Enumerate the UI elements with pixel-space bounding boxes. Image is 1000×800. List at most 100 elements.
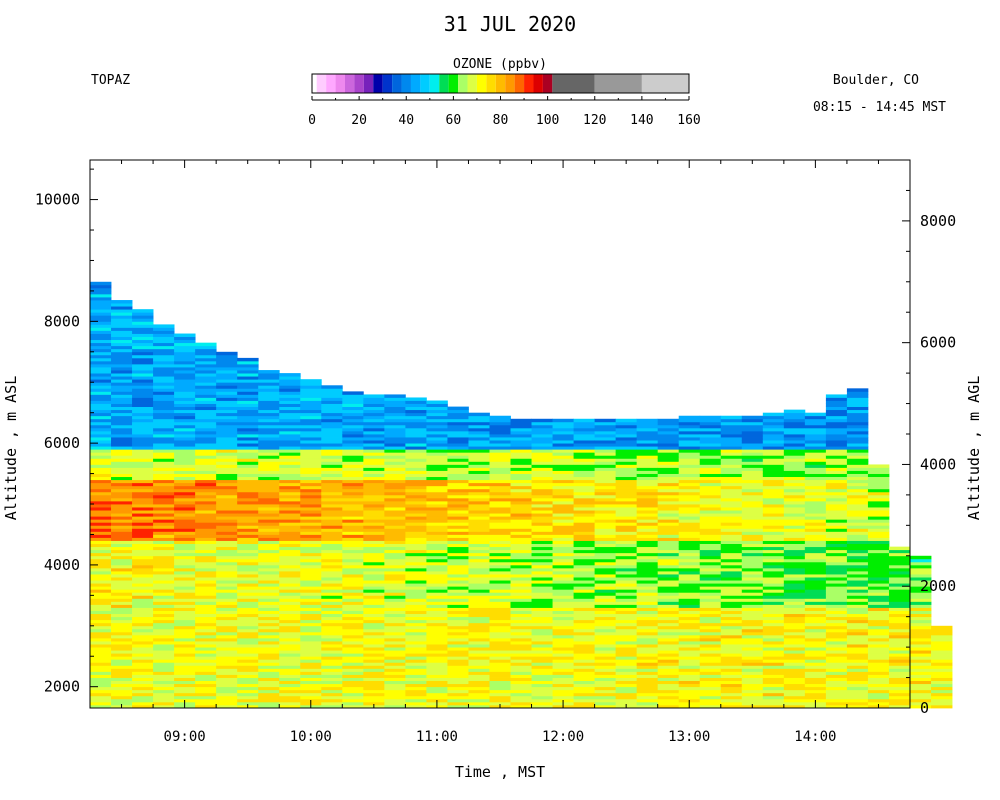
ozone-cell [783, 659, 806, 663]
ozone-cell [321, 424, 343, 429]
ozone-cell [741, 470, 764, 474]
ozone-cell [216, 494, 238, 499]
ozone-cell [573, 665, 596, 669]
ozone-cell [447, 659, 469, 663]
ozone-cell [258, 455, 280, 459]
ozone-cell [321, 577, 343, 581]
ozone-cell [699, 689, 722, 694]
ozone-cell [867, 519, 890, 523]
ozone-cell [678, 418, 701, 423]
ozone-cell [342, 531, 364, 535]
ozone-cell [678, 427, 701, 432]
ozone-cell [426, 510, 448, 514]
ozone-cell [468, 598, 490, 602]
ozone-cell [384, 607, 406, 611]
ozone-cell [846, 488, 869, 493]
ozone-cell [258, 470, 280, 474]
ozone-cell [258, 659, 280, 663]
ozone-cell [699, 677, 722, 681]
ozone-cell [846, 388, 869, 392]
ozone-cell [90, 476, 112, 481]
ozone-cell [699, 528, 722, 532]
ozone-cell [867, 571, 890, 575]
ozone-cell [699, 458, 722, 462]
ozone-cell [237, 616, 259, 621]
ozone-cell [804, 659, 827, 663]
ozone-cell [867, 525, 890, 529]
ozone-cell [447, 613, 469, 618]
ozone-cell [132, 367, 154, 371]
ozone-cell [573, 424, 596, 429]
ozone-cell [594, 665, 617, 669]
ozone-cell [615, 641, 638, 645]
ozone-cell [279, 686, 301, 691]
ozone-cell [615, 683, 638, 688]
ozone-cell [867, 567, 890, 572]
ozone-cell [174, 470, 196, 474]
ozone-cell [342, 391, 364, 395]
ozone-cell [867, 604, 890, 608]
ozone-cell [363, 546, 385, 551]
ozone-cell [174, 537, 196, 541]
ozone-cell [762, 434, 785, 438]
y-right-tick-label: 4000 [920, 455, 956, 473]
ozone-cell [153, 464, 175, 468]
ozone-cell [615, 689, 638, 694]
ozone-cell [931, 683, 953, 688]
ozone-cell [279, 461, 301, 465]
ozone-cell [804, 634, 827, 639]
ozone-cell [153, 446, 175, 450]
ozone-cell [678, 641, 701, 645]
ozone-cell [825, 488, 848, 493]
ozone-cell [573, 488, 596, 493]
ozone-cell [195, 485, 217, 490]
ozone-cell [237, 418, 259, 423]
ozone-cell [405, 406, 427, 411]
ozone-cell [237, 574, 259, 578]
ozone-cell [363, 476, 385, 481]
ozone-cell [405, 446, 427, 450]
ozone-cell [846, 525, 869, 529]
ozone-cell [90, 534, 112, 538]
ozone-cell [699, 543, 722, 548]
ozone-cell [615, 674, 638, 678]
ozone-cell [804, 683, 827, 688]
ozone-cell [657, 631, 680, 636]
ozone-cell [636, 497, 659, 502]
ozone-cell [573, 458, 596, 462]
ozone-cell [489, 528, 511, 532]
ozone-cell [468, 680, 490, 685]
ozone-cell [216, 382, 238, 386]
ozone-cell [657, 470, 680, 474]
ozone-cell [531, 488, 553, 493]
ozone-cell [342, 464, 364, 468]
ozone-cell [174, 558, 196, 563]
ozone-cell [363, 647, 385, 651]
ozone-cell [216, 552, 238, 557]
ozone-cell [237, 412, 259, 417]
ozone-cell [195, 650, 217, 654]
ozone-cell [321, 479, 343, 484]
ozone-cell [846, 680, 869, 685]
ozone-cell [174, 452, 196, 456]
ozone-cell [531, 686, 553, 691]
ozone-cell [237, 373, 259, 377]
ozone-cell [741, 500, 764, 505]
y-left-tick-label: 4000 [44, 556, 80, 574]
ozone-cell [195, 537, 217, 541]
ozone-cell [258, 653, 280, 657]
ozone-cell [657, 567, 680, 572]
ozone-cell [174, 564, 196, 569]
ozone-cell [174, 394, 196, 398]
ozone-cell [195, 418, 217, 423]
ozone-cell [405, 628, 427, 633]
ozone-cell [846, 513, 869, 517]
ozone-cell [741, 522, 764, 526]
ozone-cell [783, 561, 806, 566]
ozone-cell [573, 500, 596, 505]
ozone-cell [300, 680, 322, 685]
ozone-cell [90, 644, 112, 648]
ozone-cell [531, 622, 553, 627]
ozone-cell [174, 680, 196, 685]
ozone-cell [573, 595, 596, 599]
